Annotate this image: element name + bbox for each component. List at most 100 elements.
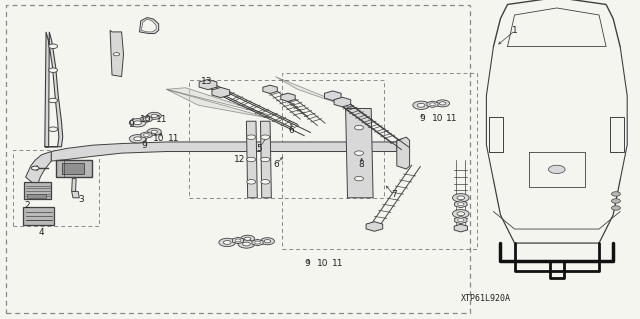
Bar <box>282 73 477 249</box>
Text: 10: 10 <box>153 134 164 143</box>
Circle shape <box>452 210 469 218</box>
Circle shape <box>129 135 146 143</box>
Circle shape <box>355 125 364 130</box>
Circle shape <box>458 219 464 222</box>
Circle shape <box>238 240 255 248</box>
Polygon shape <box>281 93 295 101</box>
Text: 12: 12 <box>234 155 246 164</box>
Circle shape <box>452 194 469 202</box>
Circle shape <box>147 128 161 135</box>
Polygon shape <box>454 201 467 208</box>
Circle shape <box>134 137 141 141</box>
Text: 9: 9 <box>305 259 310 268</box>
Text: 11: 11 <box>156 115 167 124</box>
Circle shape <box>235 239 241 242</box>
Circle shape <box>143 134 149 137</box>
Polygon shape <box>110 30 124 77</box>
Circle shape <box>611 199 620 203</box>
Circle shape <box>435 100 449 107</box>
Bar <box>24 182 51 199</box>
Bar <box>13 150 99 226</box>
Polygon shape <box>275 77 362 112</box>
Bar <box>56 160 92 177</box>
Circle shape <box>261 135 270 139</box>
Text: 9: 9 <box>129 120 134 129</box>
Text: 10: 10 <box>317 259 329 268</box>
Bar <box>189 80 384 198</box>
Text: XTP61L920A: XTP61L920A <box>461 294 511 303</box>
Circle shape <box>611 206 620 210</box>
Polygon shape <box>166 88 269 115</box>
Circle shape <box>417 103 425 107</box>
Circle shape <box>243 242 250 246</box>
Polygon shape <box>346 108 373 198</box>
Circle shape <box>260 238 275 245</box>
Polygon shape <box>51 142 397 161</box>
Polygon shape <box>252 239 263 246</box>
Circle shape <box>223 241 231 244</box>
Polygon shape <box>246 121 257 198</box>
Polygon shape <box>26 152 51 187</box>
Polygon shape <box>366 222 383 231</box>
Polygon shape <box>334 97 351 107</box>
Polygon shape <box>141 116 152 122</box>
Polygon shape <box>199 79 217 90</box>
Circle shape <box>151 114 157 117</box>
Circle shape <box>611 192 620 196</box>
Circle shape <box>458 203 464 206</box>
Polygon shape <box>232 237 244 244</box>
Text: 9: 9 <box>141 141 147 150</box>
Bar <box>27 194 46 198</box>
Polygon shape <box>397 137 410 169</box>
Text: 6: 6 <box>274 160 279 169</box>
Circle shape <box>147 112 161 119</box>
Circle shape <box>244 237 251 240</box>
Text: 5: 5 <box>257 144 262 153</box>
Polygon shape <box>166 89 269 118</box>
Polygon shape <box>72 191 79 198</box>
Circle shape <box>439 102 445 105</box>
Circle shape <box>241 235 255 242</box>
Text: 10: 10 <box>140 115 152 124</box>
Polygon shape <box>141 19 156 32</box>
Text: 11: 11 <box>332 259 344 268</box>
Text: 1: 1 <box>513 26 518 35</box>
Circle shape <box>49 98 58 103</box>
Bar <box>23 207 54 225</box>
Circle shape <box>255 241 260 244</box>
Circle shape <box>31 166 39 170</box>
Circle shape <box>261 157 270 162</box>
Text: 11: 11 <box>446 114 458 122</box>
Polygon shape <box>140 18 159 33</box>
Circle shape <box>261 180 270 184</box>
Bar <box>6 5 470 313</box>
Text: 9: 9 <box>420 114 425 122</box>
Polygon shape <box>427 101 438 108</box>
Polygon shape <box>260 121 271 198</box>
Text: 10: 10 <box>432 114 444 122</box>
Circle shape <box>49 127 58 131</box>
Circle shape <box>355 176 364 181</box>
Polygon shape <box>45 32 63 147</box>
Circle shape <box>134 121 141 125</box>
Circle shape <box>457 212 465 216</box>
Circle shape <box>355 151 364 155</box>
Circle shape <box>143 118 149 121</box>
Bar <box>62 163 84 174</box>
Text: 7: 7 <box>391 190 396 199</box>
Circle shape <box>151 130 157 133</box>
Text: 8: 8 <box>359 160 364 169</box>
Circle shape <box>457 196 465 200</box>
Polygon shape <box>454 217 467 224</box>
Circle shape <box>49 44 58 48</box>
Text: 3: 3 <box>79 195 84 204</box>
Polygon shape <box>324 91 341 100</box>
Circle shape <box>247 135 256 139</box>
Text: 2: 2 <box>25 201 30 210</box>
Circle shape <box>548 165 565 174</box>
Circle shape <box>264 240 271 243</box>
Circle shape <box>113 53 120 56</box>
Polygon shape <box>454 224 467 232</box>
Circle shape <box>247 180 256 184</box>
Text: 13: 13 <box>201 77 212 86</box>
